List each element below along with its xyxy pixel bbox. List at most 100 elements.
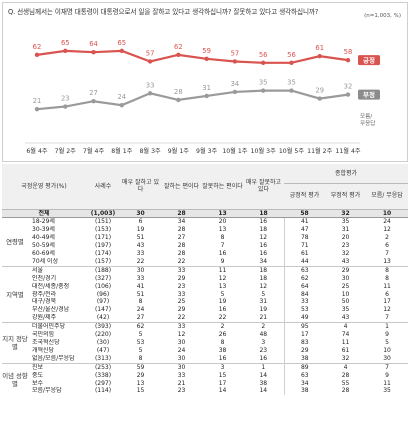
table-cell: 48 <box>259 331 268 339</box>
table-cell: 7 <box>220 242 225 250</box>
x-tick-label: 8월 1주 <box>111 147 133 155</box>
table-cell: 3 <box>261 339 266 346</box>
table-cell: 38 <box>283 354 326 364</box>
table-cell: 41 <box>283 217 326 227</box>
data-label: 64 <box>89 40 98 48</box>
table-cell: 83 <box>283 339 326 347</box>
table-cell: 78 <box>283 234 326 243</box>
table-cell: 30 <box>341 274 350 282</box>
question-text: Q. 선생님께서는 이재명 대통령이 대통령으로서 일을 잘하고 있다고 생각하… <box>8 8 319 16</box>
table-row: 40-49세 (171) 51 27 8 12 78 20 2 <box>2 234 408 243</box>
data-label: 57 <box>231 49 240 57</box>
x-tick-label: 10월 3주 <box>251 147 276 155</box>
table-cell: 18 <box>259 226 268 234</box>
table-cell: 1 <box>366 322 409 332</box>
table-cell: 1 <box>243 362 285 372</box>
table-cell: 8 <box>138 354 143 362</box>
data-point <box>119 48 125 54</box>
x-tick-label: 9월 3주 <box>196 147 218 155</box>
data-label: 31 <box>202 84 211 92</box>
data-point <box>34 106 40 112</box>
table-cell: 20 <box>202 217 244 227</box>
table-cell: 35 <box>341 306 350 314</box>
table-cell: 30 <box>177 339 186 346</box>
data-label: 57 <box>146 49 155 57</box>
table-cell: 3 <box>202 362 244 372</box>
data-point <box>63 104 68 109</box>
table-cell: 6 <box>385 290 389 298</box>
table-cell: 7 <box>385 314 389 322</box>
row-n: (327) <box>94 274 112 282</box>
row-label: 70세 이상 <box>32 257 59 265</box>
data-point <box>63 48 68 54</box>
table-cell: 5 <box>220 290 225 298</box>
table-cell: 5 <box>385 339 389 346</box>
table-cell: 6 <box>385 242 389 250</box>
table-cell: 31 <box>341 226 350 234</box>
table-cell: 35 <box>325 217 367 227</box>
table-cell: 50 <box>341 298 350 306</box>
table-row: 대구/경북 (97) 8 25 19 31 33 50 17 <box>2 298 408 307</box>
row-n: (106) <box>94 282 112 290</box>
sample-note: (n=1,003, %) <box>364 13 401 19</box>
table-cell: 53 <box>136 339 145 346</box>
table-cell: 62 <box>283 274 326 283</box>
table-cell: 24 <box>366 217 409 227</box>
row-n: (174) <box>94 250 112 258</box>
table-cell: 15 <box>218 371 227 379</box>
table-cell: 33 <box>283 298 326 307</box>
x-tick-label: 11월 2주 <box>307 147 332 155</box>
data-point <box>232 89 238 95</box>
table-cell: 10 <box>383 346 391 354</box>
table-cell: 10 <box>341 290 350 298</box>
data-label: 35 <box>259 79 268 87</box>
table-cell: 30 <box>161 362 203 372</box>
table-cell: 17 <box>383 298 391 306</box>
row-label: 대구/경북 <box>32 298 57 306</box>
group-label: 연령별 <box>2 217 28 267</box>
line-chart: 6월 4주 7월 2주 7월 4주 8월 1주 8월 3주 9월 1주 9월 3주 10월 1… <box>25 39 380 155</box>
table-cell: 28 <box>177 242 186 250</box>
data-label: 56 <box>287 51 296 59</box>
table-cell: 43 <box>341 314 350 322</box>
row-label: 강원/제주 <box>32 314 57 322</box>
table-cell: 7 <box>366 362 409 372</box>
row-label: 30-39세 <box>32 226 55 234</box>
data-point <box>119 103 125 108</box>
row-label: 18-29세 <box>28 217 87 227</box>
table-row: 60-69세 (174) 33 28 16 16 61 32 7 <box>2 250 408 258</box>
row-label: 국민의힘 <box>32 331 55 339</box>
table-row: 지지 정당별 더불어민주당 (393) 62 33 2 2 95 4 1 <box>2 322 409 364</box>
row-n: (153) <box>94 226 112 234</box>
table-cell: 14 <box>259 371 268 379</box>
table-cell: 34 <box>283 379 326 388</box>
x-tick-label: 6월 4주 <box>26 147 48 155</box>
legend-badge <box>358 89 380 100</box>
data-point <box>91 50 96 55</box>
table-cell: 8 <box>220 234 225 242</box>
table-cell: 11 <box>383 379 391 387</box>
legend-unknown-label: 무응답 <box>360 120 375 127</box>
table-cell: 30 <box>383 354 391 362</box>
table-cell: 9 <box>385 371 389 379</box>
table-cell: 27 <box>177 234 186 242</box>
table-cell: 28 <box>177 226 186 234</box>
table-cell: 4 <box>325 362 367 372</box>
data-point <box>317 96 322 101</box>
table-cell: 21 <box>259 314 268 322</box>
table-row: 강원/제주 (42) 27 22 22 21 49 43 7 <box>2 314 408 323</box>
table-row: 연령별 18-29세 (151) 6 34 20 16 41 35 24 <box>2 217 409 267</box>
data-point <box>204 93 209 99</box>
table-cell: 41 <box>136 282 145 290</box>
table-row: 없음/모름/무응답 (313) 8 30 16 16 38 32 30 <box>2 354 408 364</box>
row-n: (338) <box>94 371 112 379</box>
row-label: 개혁신당 <box>32 346 55 354</box>
data-point <box>289 88 294 93</box>
table-cell: 25 <box>341 282 350 290</box>
table-row: 대전/세종/충청 (106) 41 23 13 12 64 25 11 <box>2 282 408 291</box>
row-n: (171) <box>94 234 112 242</box>
table-row: 모름/무응답 (114) 15 23 14 14 38 28 35 <box>2 387 408 396</box>
row-label: 모름/무응답 <box>32 387 62 395</box>
x-tick-label: 10월 1주 <box>222 147 247 155</box>
row-label: 보수 <box>32 379 44 387</box>
